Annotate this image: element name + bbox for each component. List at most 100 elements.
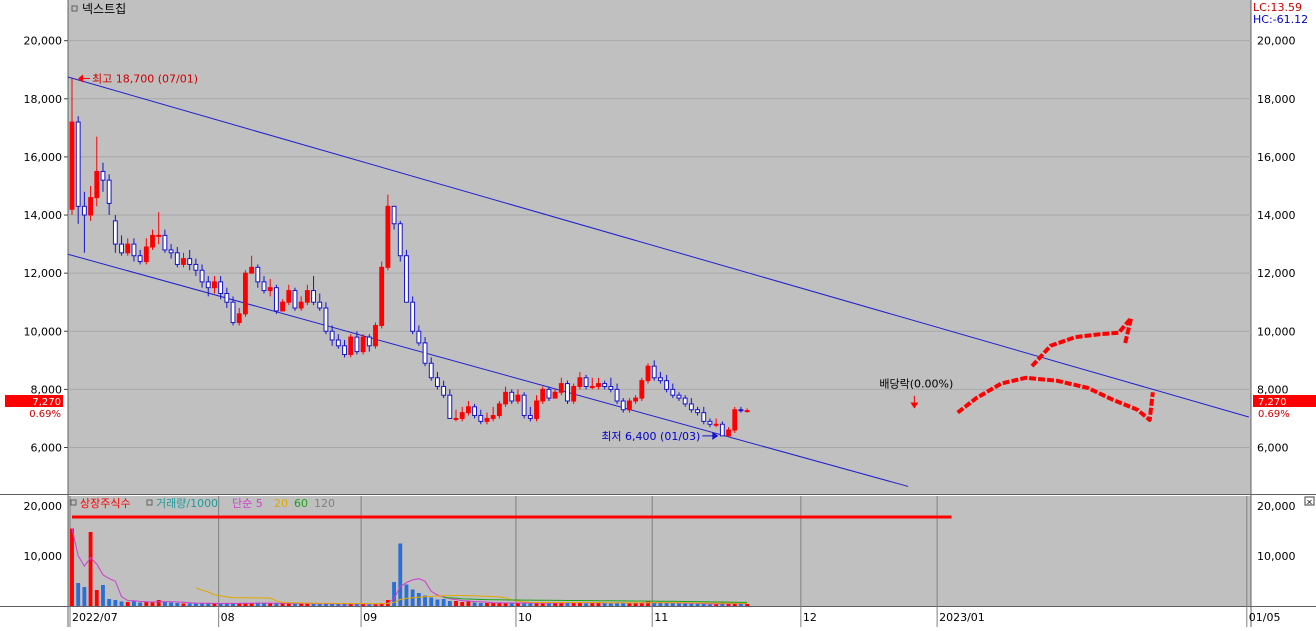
legend-ma120[interactable]: 120: [314, 497, 335, 510]
volume-bar[interactable]: [324, 604, 328, 606]
volume-bar[interactable]: [670, 603, 675, 606]
volume-bar[interactable]: [113, 600, 118, 606]
volume-bar[interactable]: [627, 603, 632, 606]
candle-body[interactable]: [428, 362, 434, 379]
volume-bar[interactable]: [125, 602, 130, 606]
candle-body[interactable]: [125, 243, 131, 254]
volume-bar[interactable]: [88, 532, 93, 606]
close-icon[interactable]: ×: [1306, 498, 1313, 507]
candle-body[interactable]: [298, 301, 304, 309]
candle-body[interactable]: [193, 263, 199, 271]
volume-bar[interactable]: [416, 593, 421, 606]
candle-body[interactable]: [304, 290, 310, 303]
candle-body[interactable]: [527, 415, 533, 419]
candle-body[interactable]: [317, 301, 323, 309]
candle-body[interactable]: [478, 415, 484, 422]
candle-body[interactable]: [546, 388, 552, 399]
volume-bar[interactable]: [565, 602, 570, 607]
volume-bar[interactable]: [404, 584, 409, 607]
volume-bar[interactable]: [162, 602, 167, 606]
volume-bar[interactable]: [392, 582, 396, 606]
candle-body[interactable]: [447, 394, 453, 419]
candle-body[interactable]: [156, 234, 162, 237]
candle-body[interactable]: [354, 336, 360, 353]
volume-bar[interactable]: [342, 604, 347, 606]
candle-body[interactable]: [416, 330, 422, 344]
candle-body[interactable]: [571, 385, 577, 402]
candle-body[interactable]: [670, 388, 676, 396]
volume-bar[interactable]: [466, 601, 471, 607]
candle-body[interactable]: [521, 394, 527, 417]
candle-body[interactable]: [503, 391, 508, 405]
volume-bar[interactable]: [330, 603, 335, 607]
candle-body[interactable]: [558, 383, 564, 393]
volume-bar[interactable]: [94, 590, 99, 606]
volume-bar[interactable]: [286, 603, 291, 607]
volume-bar[interactable]: [317, 604, 322, 606]
candle-body[interactable]: [199, 269, 205, 283]
candle-body[interactable]: [243, 272, 248, 315]
volume-bar[interactable]: [621, 603, 626, 606]
volume-bar[interactable]: [361, 604, 366, 606]
candle-body[interactable]: [633, 397, 639, 402]
volume-pane-close-button[interactable]: [1304, 496, 1315, 506]
volume-bar[interactable]: [714, 604, 719, 607]
candle-body[interactable]: [267, 287, 273, 292]
volume-bar[interactable]: [255, 602, 260, 607]
candle-body[interactable]: [608, 385, 614, 390]
candle-body[interactable]: [143, 246, 149, 263]
volume-bar[interactable]: [249, 603, 254, 606]
volume-bar[interactable]: [379, 603, 384, 606]
candle-body[interactable]: [695, 409, 700, 414]
legend-volume[interactable]: 거래량/1000: [156, 497, 218, 510]
title-checkbox-icon[interactable]: [71, 5, 78, 12]
candle-body[interactable]: [88, 197, 94, 216]
candle-body[interactable]: [738, 409, 744, 412]
candle-body[interactable]: [162, 234, 168, 251]
volume-bar[interactable]: [516, 603, 520, 606]
volume-bar[interactable]: [571, 603, 576, 606]
volume-bar[interactable]: [509, 603, 514, 606]
candle-body[interactable]: [589, 385, 595, 388]
volume-checkbox-icon[interactable]: [146, 499, 153, 506]
candle-body[interactable]: [174, 252, 180, 265]
volume-bar[interactable]: [528, 603, 533, 606]
candle-body[interactable]: [224, 292, 230, 303]
volume-bar[interactable]: [423, 595, 427, 607]
candle-body[interactable]: [453, 417, 459, 420]
candlestick-series[interactable]: [69, 0, 951, 437]
volume-bar[interactable]: [546, 603, 551, 606]
legend-ma5[interactable]: 단순 5: [232, 497, 263, 510]
candle-body[interactable]: [435, 377, 440, 387]
volume-bar[interactable]: [181, 603, 186, 607]
candle-body[interactable]: [583, 377, 589, 387]
volume-bar[interactable]: [658, 603, 663, 606]
candle-body[interactable]: [261, 281, 267, 292]
candle-body[interactable]: [205, 281, 211, 289]
volume-bar[interactable]: [200, 603, 204, 607]
volume-bar[interactable]: [522, 603, 527, 606]
candle-body[interactable]: [713, 423, 719, 426]
candle-body[interactable]: [69, 121, 75, 210]
candle-body[interactable]: [490, 415, 496, 419]
candle-body[interactable]: [348, 336, 354, 356]
volume-bar[interactable]: [169, 602, 174, 607]
candle-body[interactable]: [596, 383, 601, 387]
candle-body[interactable]: [441, 385, 447, 396]
candle-body[interactable]: [100, 170, 106, 181]
volume-bar[interactable]: [615, 602, 619, 607]
volume-bar[interactable]: [367, 604, 372, 606]
volume-bar[interactable]: [268, 603, 273, 607]
candle-body[interactable]: [744, 410, 750, 413]
volume-bar[interactable]: [82, 587, 87, 606]
volume-bar[interactable]: [559, 603, 564, 606]
candle-body[interactable]: [577, 377, 583, 387]
candle-body[interactable]: [168, 249, 174, 254]
candle-body[interactable]: [707, 420, 713, 425]
volume-bar[interactable]: [708, 604, 712, 607]
candle-body[interactable]: [273, 287, 279, 312]
candle-body[interactable]: [360, 336, 366, 353]
candle-body[interactable]: [311, 290, 316, 303]
candle-body[interactable]: [701, 412, 707, 422]
candle-body[interactable]: [230, 301, 236, 324]
